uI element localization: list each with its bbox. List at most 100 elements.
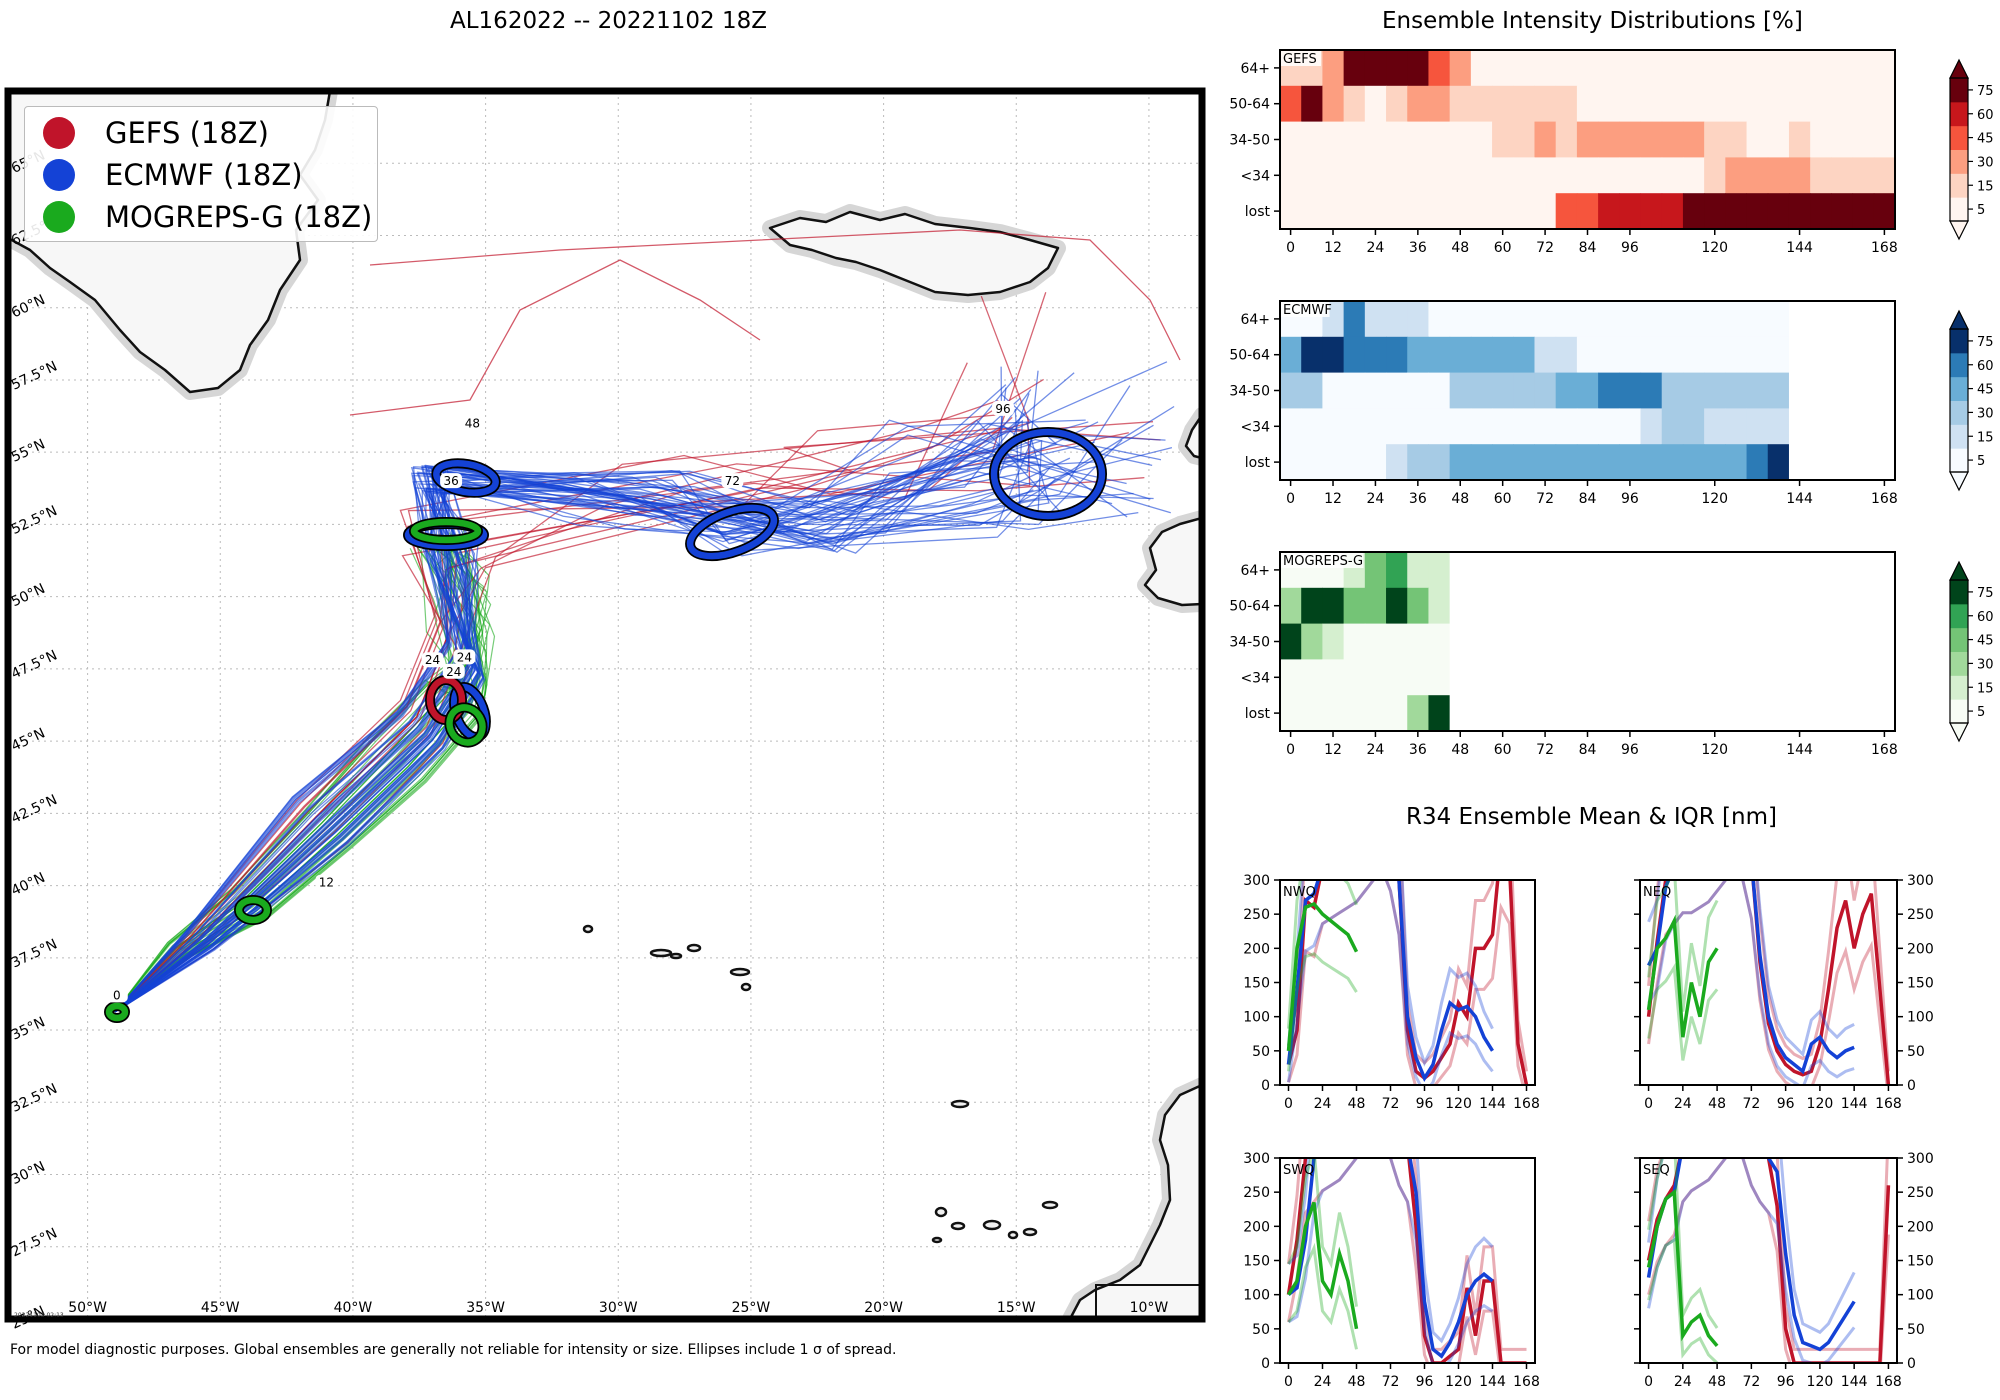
y-tick-label: 250 [1907,1185,1934,1201]
heatmap-cell [1407,50,1429,87]
heatmap-mogreps-g: MOGREPS-G 64+ 50-64 34-50 <34 lost 0 12 24 36 48 60… [1229,551,1994,758]
island-outline [931,1236,943,1244]
colorbar-segment [1950,78,1968,103]
heatmap-cell [1555,408,1578,445]
heatmap-cell [1682,301,1705,338]
heatmap-cell [1640,444,1663,481]
iqr-lower-line [1647,1158,1890,1363]
x-tick-label: 96 [1777,1374,1795,1390]
heatmap-cell [1428,587,1451,625]
heatmap-cell [1767,121,1790,158]
heatmap-cell [1598,408,1620,445]
heatmap-cell [1534,372,1557,409]
heatmap-cell [1725,372,1748,409]
heatmap-cell [1386,408,1408,445]
heatmap-cell [1534,336,1557,374]
africa-border [1095,1284,1202,1319]
x-tick-label: 24 [1314,1096,1332,1112]
heatmap-cell [1301,372,1323,409]
x-tick-label: 12 [1324,240,1342,256]
heatmap-cell [1555,85,1578,123]
y-tick-label: 200 [1907,941,1934,957]
colorbar-frame [1949,328,1969,473]
x-tick-label: 144 [1841,1374,1868,1390]
colorbar-segment [1950,448,1968,473]
x-tick-label: 96 [1416,1096,1434,1112]
heatmap-cell [1280,336,1302,374]
heatmap-cell [1704,408,1726,445]
heatmap-cell [1386,659,1408,696]
heatmap-cell [1746,85,1769,123]
heatmap-cell [1322,372,1345,409]
heatmap-cell [1852,193,1875,230]
heatmap-cell [1576,50,1599,87]
heatmap-cell [1407,121,1429,158]
island-outline [1022,1227,1038,1237]
heatmap-cell [1534,85,1557,123]
island-outline [934,1206,948,1218]
heatmap-cell [1322,193,1345,230]
iqr-lower-line [1647,1158,1856,1363]
heatmap-cell [1704,50,1726,87]
x-tick-label: 168 [1871,742,1898,758]
colorbar-min-arrow [1949,722,1969,743]
heatmap-cell [1682,157,1705,194]
heatmap-cell [1767,157,1790,194]
model-legend: GEFS (18Z) ECMWF (18Z) MOGREPS-G (18Z) [24,106,378,242]
x-tick-label: 0 [1286,742,1295,758]
ensemble-track [114,419,1086,1013]
ensemble-track [369,229,1181,361]
heatmap-cell [1280,408,1302,445]
heatmap-cell [1386,193,1408,230]
x-tick-label: 60 [1494,491,1512,507]
heatmap-cell [1788,193,1811,230]
longitude-tick-label: 10°W [1130,1300,1169,1316]
x-tick-label: 48 [1451,491,1469,507]
r34-panel-neq: NEQ 0 50 100 150 200 250 300 0 24 48 72 96 120 144 168 [1634,873,1934,1112]
heatmap-cell [1428,372,1451,409]
y-tick-label: 34-50 [1229,635,1270,651]
ensemble-track [114,389,1032,1013]
x-tick-label: 48 [1708,1374,1726,1390]
x-tick-label: 144 [1479,1374,1506,1390]
ensemble-mean-line [1287,1158,1494,1359]
heatmap-cell [1428,193,1451,230]
colorbar-segment [1950,149,1968,174]
heatmap-cell [1449,193,1472,230]
heatmap-cell [1576,408,1599,445]
y-tick-label: 200 [1243,941,1270,957]
heatmap-cell [1280,587,1302,625]
heatmap-cell [1386,157,1408,194]
colorbar-segment [1950,627,1968,652]
heatmap-cell [1873,121,1896,158]
x-tick-label: 168 [1513,1374,1540,1390]
heatmap-cell [1576,193,1599,230]
x-tick-label: 48 [1348,1374,1366,1390]
colorbar-tick-label: 60 [1977,610,1994,625]
forecast-hour-label: 0 [113,988,121,1002]
heatmap-cell [1513,193,1535,230]
iqr-upper-line [1287,1158,1358,1307]
heatmap-cell [1428,623,1451,660]
heatmap-cell [1598,444,1620,481]
heatmap-cell [1428,336,1451,374]
heatmap-cell [1470,157,1493,194]
heatmap-cell [1810,193,1832,230]
heatmap-cell [1661,193,1684,230]
heatmap-cell [1322,121,1345,158]
ecmwf-ellipse-48 [433,460,499,496]
heatmap-cell [1449,301,1472,338]
y-tick-label: 50-64 [1229,599,1270,615]
heatmap-cell [1682,193,1705,230]
heatmap-cell [1364,552,1387,589]
panel-lines [1646,880,1891,1085]
heatmap-cell [1301,336,1323,374]
colorbar-tick-label: 15 [1977,681,1994,696]
y-tick-label: 150 [1243,1254,1270,1270]
heatmap-cell [1386,552,1408,589]
iberia-landmass [1068,1083,1202,1319]
heatmap-cell [1280,121,1302,158]
heatmap-cell [1470,444,1493,481]
y-tick-label: 50-64 [1229,97,1270,113]
